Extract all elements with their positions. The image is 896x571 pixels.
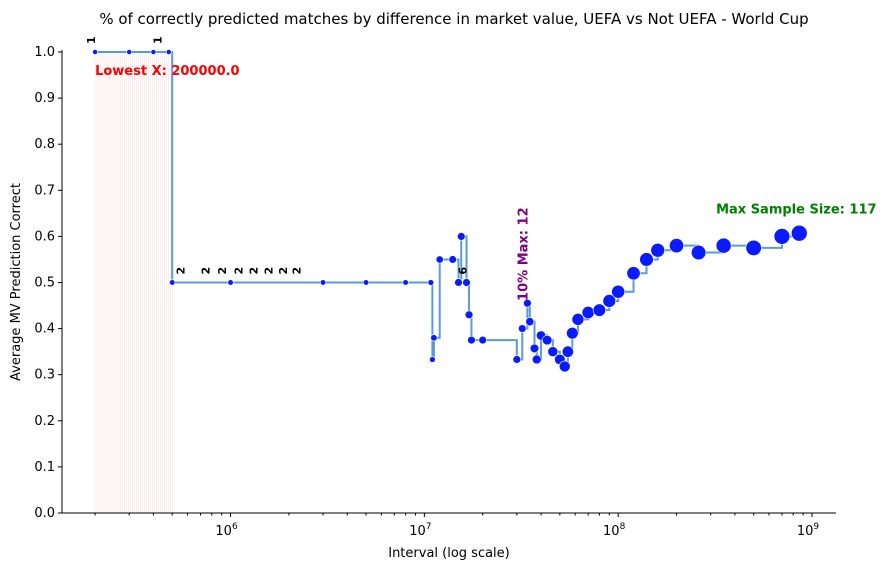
count-label: 2 (200, 267, 213, 275)
count-label: 2 (263, 267, 276, 275)
data-point (529, 343, 540, 354)
y-tick-label: 0.4 (34, 322, 55, 337)
y-axis-label: Average MV Prediction Correct (9, 183, 24, 381)
data-point (558, 360, 571, 373)
annotations: Lowest X: 200000.0 10% Max: 12 Max Sample … (95, 64, 876, 301)
data-point (639, 252, 654, 267)
y-tick-label: 0.1 (34, 460, 55, 475)
count-label: 2 (248, 267, 261, 275)
data-point (457, 232, 466, 241)
y-tick-label: 1.0 (34, 45, 55, 60)
data-point (611, 284, 626, 299)
sample-lines (94, 52, 173, 513)
annotation-label: 10% Max: 12 (516, 207, 531, 301)
data-point (169, 279, 176, 286)
count-label: 6 (457, 267, 470, 275)
y-tick-label: 0.3 (34, 368, 55, 383)
axes: 0.0 0.1 0.2 0.3 0.4 0.5 0.6 0.7 0.8 0.9 1.0 106 107 1… (34, 45, 836, 539)
annotation-label: Max Sample Size: 117 (716, 202, 876, 217)
x-tick-label: 108 (603, 522, 626, 539)
data-point (745, 239, 762, 256)
data-point (92, 49, 98, 55)
count-label: 2 (277, 267, 290, 275)
data-point (454, 278, 463, 287)
chart-title: % of correctly predicted matches by diff… (99, 10, 808, 28)
count-label: 1 (151, 36, 164, 44)
data-point (165, 49, 172, 55)
x-tick-label: 106 (215, 522, 238, 539)
count-label: 1 (85, 36, 98, 44)
data-point (462, 278, 471, 287)
data-point (592, 303, 606, 317)
y-tick-label: 0.5 (34, 276, 55, 291)
data-point (429, 356, 436, 363)
x-axis-label: Interval (log scale) (388, 546, 510, 561)
data-point (319, 279, 327, 286)
count-label: 2 (291, 267, 304, 275)
data-point (227, 279, 234, 286)
data-point (448, 255, 457, 264)
data-point (715, 237, 732, 254)
series-layer (92, 49, 808, 373)
data-point (518, 324, 527, 333)
data-point (571, 313, 585, 326)
annotation-label: Lowest X: 200000.0 (95, 64, 240, 79)
data-point (566, 327, 579, 340)
data-point (547, 346, 559, 357)
data-point (430, 334, 438, 342)
data-point (467, 335, 476, 345)
data-point (602, 294, 617, 308)
data-point (435, 255, 444, 264)
data-point (512, 355, 522, 364)
y-tick-label: 0.2 (34, 414, 55, 429)
series-line (95, 51, 801, 368)
data-point (626, 266, 641, 281)
data-point (150, 49, 157, 55)
data-point (690, 244, 707, 261)
data-point (402, 279, 409, 286)
y-tick-label: 0.7 (34, 183, 55, 198)
x-tick-label: 109 (797, 522, 820, 539)
data-point (791, 224, 808, 242)
data-point (561, 345, 574, 358)
y-tick-label: 0.6 (34, 229, 55, 244)
data-point (523, 299, 532, 308)
count-label: 2 (175, 267, 188, 275)
data-point (773, 228, 791, 245)
data-point (427, 279, 435, 286)
data-point (581, 306, 595, 319)
y-tick-label: 0.8 (34, 137, 55, 152)
y-tick-label: 0.0 (34, 506, 55, 521)
count-label: 2 (232, 267, 245, 275)
data-point (542, 334, 553, 346)
y-tick-label: 0.9 (34, 91, 55, 106)
x-tick-label: 107 (409, 522, 431, 539)
data-point (525, 317, 535, 327)
data-point (531, 354, 542, 365)
data-point (650, 242, 666, 258)
data-point (669, 238, 684, 254)
data-point (362, 279, 370, 286)
count-labels: 1 12 2 2 2 2 2 2 2 6 (85, 36, 469, 274)
data-point (126, 49, 133, 55)
data-point (478, 335, 487, 345)
data-point (464, 310, 474, 319)
count-label: 2 (216, 267, 229, 275)
